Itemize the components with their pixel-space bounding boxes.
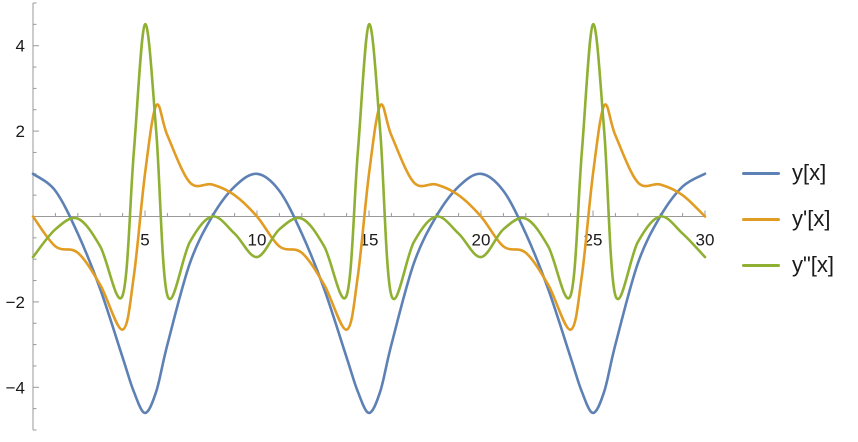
y-tick-label: −2 <box>6 293 25 312</box>
x-tick-label: 20 <box>472 231 491 250</box>
x-tick-label: 15 <box>360 231 379 250</box>
legend-item-y-prime: y'[x] <box>742 196 858 242</box>
y-tick-label: −4 <box>6 378 25 397</box>
legend-swatch-y <box>742 171 780 175</box>
chart-legend: y[x] y'[x] y"[x] <box>742 150 858 288</box>
legend-item-y: y[x] <box>742 150 858 196</box>
chart-series <box>31 23 707 415</box>
chart-axes: 5 10 15 20 25 30 −4 −2 2 4 <box>6 2 715 431</box>
x-tick-label: 5 <box>140 231 149 250</box>
legend-swatch-y-prime <box>742 217 780 221</box>
legend-label-y: y[x] <box>792 160 827 185</box>
x-tick-label: 10 <box>248 231 267 250</box>
y-tick-label: 2 <box>16 122 25 141</box>
y-tick-label: 4 <box>16 37 25 56</box>
legend-label-y-prime: y'[x] <box>792 206 831 231</box>
legend-item-y-double-prime: y"[x] <box>742 242 858 288</box>
x-tick-label: 25 <box>584 231 603 250</box>
series-line-y-prime <box>31 103 707 331</box>
series-line-y-double-prime <box>31 23 707 301</box>
x-tick-label: 30 <box>696 231 715 250</box>
legend-swatch-y-double-prime <box>742 263 780 267</box>
series-line-y <box>31 172 707 415</box>
legend-label-y-double-prime: y"[x] <box>792 252 835 277</box>
